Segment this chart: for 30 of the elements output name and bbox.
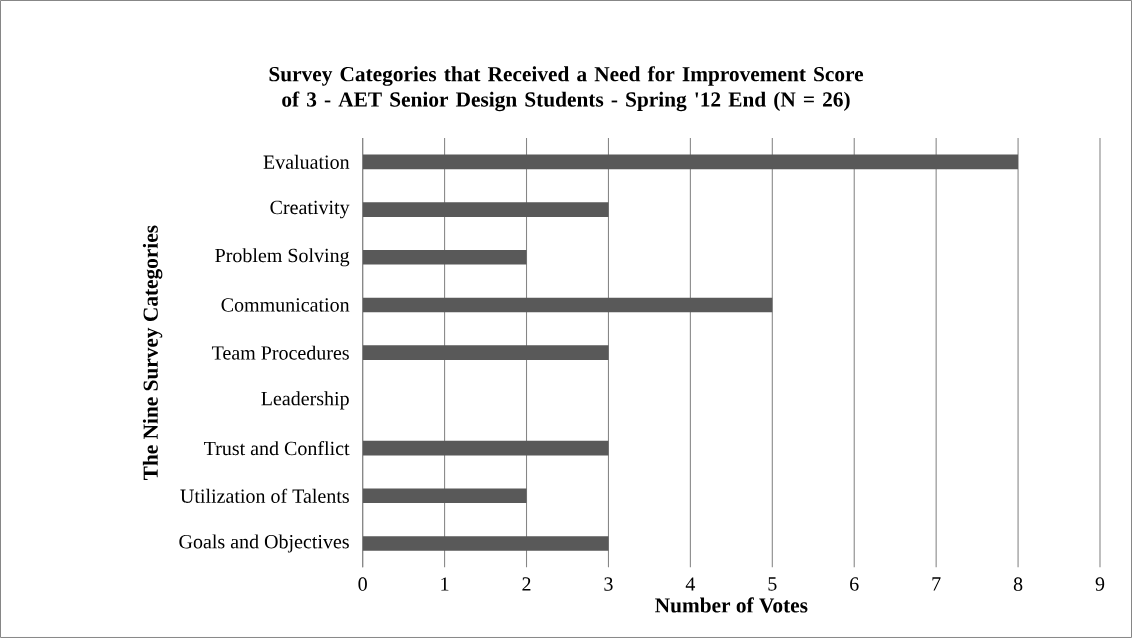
x-tick-label: 4 [685, 577, 696, 591]
y-tick-label: Evaluation [263, 154, 350, 169]
x-tick-label: 6 [850, 577, 859, 591]
y-tick-label: Team Procedures [211, 345, 349, 360]
y-tick-label: Leadership [261, 391, 349, 410]
x-axis-title: Number of Votes [655, 597, 808, 613]
x-tick-label: 2 [522, 577, 531, 591]
bar [362, 202, 609, 217]
y-axis-title: The Nine Survey Categories [142, 225, 163, 481]
x-tick-label: 0 [358, 577, 367, 591]
y-tick-label: Goals and Objectives [179, 534, 349, 553]
y-tick-label: Trust and Conflict [204, 440, 350, 456]
y-tick-label: Communication [221, 298, 350, 312]
x-tick-label: 3 [604, 577, 613, 591]
bar [362, 440, 609, 456]
bar [362, 297, 773, 313]
y-tick-label: Creativity [270, 200, 350, 219]
x-tick-label: 7 [932, 577, 941, 591]
bar [362, 488, 527, 504]
chart-title: Survey Categories that Received a Need for Improvement Score of 3 - AET Senior Design Students - Spring '12 End (N = 26) [269, 66, 864, 112]
bar [362, 154, 1019, 170]
x-tick-label: 1 [441, 577, 449, 591]
x-tick-label: 9 [1095, 577, 1105, 591]
bar [362, 249, 527, 265]
x-tick-label: 5 [768, 577, 777, 591]
bar [362, 345, 609, 360]
y-tick-label: Utilization of Talents [180, 488, 349, 503]
y-tick-label: Problem Solving [215, 248, 350, 267]
bar [362, 536, 609, 551]
x-tick-label: 8 [1013, 577, 1023, 591]
